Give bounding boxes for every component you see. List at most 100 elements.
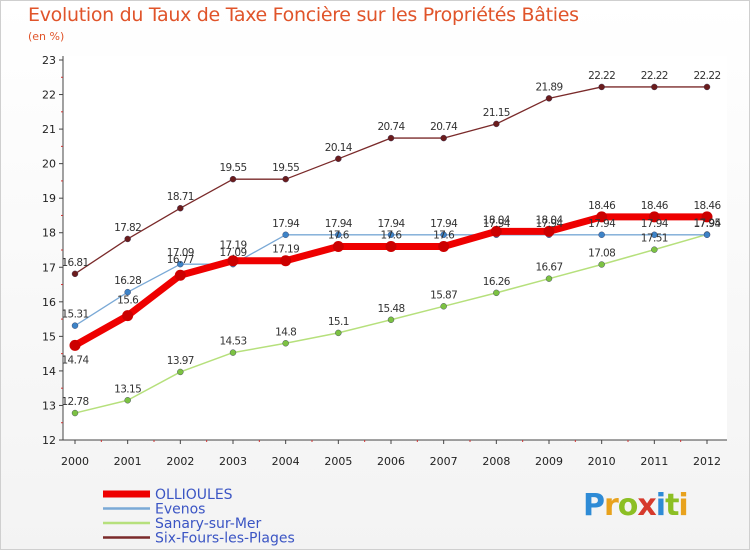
data-point [177, 368, 184, 376]
data-label: 20.74 [377, 121, 405, 133]
data-point [490, 225, 502, 237]
data-label: 16.67 [535, 262, 562, 274]
logo-letter: x [637, 488, 656, 523]
data-label: 15.1 [328, 316, 349, 328]
data-label: 17.94 [483, 218, 511, 230]
x-tick-label: 2009 [535, 455, 563, 468]
data-point [71, 270, 79, 278]
unit-label: (en %) [28, 30, 65, 43]
data-point [280, 255, 292, 267]
data-label: 17.94 [430, 218, 458, 230]
y-tick-label: 23 [42, 54, 56, 67]
y-tick-label: 21 [42, 123, 56, 136]
data-point [703, 83, 711, 91]
data-point [545, 275, 553, 282]
data-label: 17.94 [377, 218, 405, 230]
x-tick-label: 2007 [430, 455, 458, 468]
data-label: 17.94 [535, 218, 563, 230]
data-label: 17.09 [219, 247, 246, 259]
data-point [440, 303, 447, 310]
data-label: 14.53 [219, 336, 246, 348]
data-point [177, 204, 184, 212]
data-point [648, 211, 660, 223]
y-tick-label: 15 [42, 330, 56, 343]
data-label: 16.81 [61, 257, 88, 269]
y-tick-label: 14 [42, 365, 56, 378]
data-point [598, 261, 605, 268]
data-point [335, 231, 342, 239]
data-label: 14.8 [275, 326, 296, 338]
data-point [543, 225, 555, 237]
x-tick-label: 2003 [219, 455, 247, 468]
data-label: 17.6 [328, 230, 350, 242]
data-point [598, 231, 605, 239]
data-label: 17.82 [114, 222, 141, 234]
data-label: 20.74 [430, 121, 458, 133]
y-tick-label: 16 [42, 296, 56, 309]
proxiti-logo: Proxiti [583, 488, 689, 523]
data-label: 18.71 [167, 191, 194, 203]
data-label: 17.94 [641, 218, 669, 230]
x-tick-label: 2002 [166, 455, 194, 468]
data-point [440, 231, 447, 239]
data-point [332, 241, 344, 253]
data-label: 18.04 [483, 214, 511, 226]
legend-entry: Six-Fours-les-Plages [155, 531, 295, 547]
data-point [387, 316, 395, 323]
data-point [703, 231, 711, 239]
data-label: 19.55 [272, 162, 299, 174]
data-point [651, 231, 658, 239]
x-tick-label: 2010 [588, 455, 616, 468]
data-point [174, 269, 186, 281]
data-label: 18.04 [535, 214, 563, 226]
data-point [124, 397, 131, 404]
data-point [651, 83, 658, 91]
data-point [387, 134, 395, 142]
legend-entry: OLLIOULES [155, 487, 233, 503]
x-tick-label: 2000 [61, 455, 89, 468]
data-label: 14.74 [61, 354, 89, 366]
data-label: 22.22 [588, 70, 615, 82]
data-point [71, 322, 79, 329]
x-tick-label: 2008 [482, 455, 510, 468]
data-point [387, 231, 395, 239]
legend-entry: Sanary-sur-Mer [155, 516, 262, 532]
chart-title: Evolution du Taux de Taxe Foncière sur l… [28, 4, 579, 26]
data-point [335, 329, 342, 337]
data-label: 17.19 [272, 244, 299, 256]
data-label: 17.94 [588, 218, 616, 230]
data-label: 16.26 [483, 276, 511, 288]
data-label: 18.46 [693, 200, 721, 212]
data-label: 19.55 [219, 162, 246, 174]
data-label: 15.48 [377, 303, 404, 315]
data-point [177, 260, 184, 268]
data-point [282, 231, 289, 239]
data-label: 17.94 [272, 218, 300, 230]
logo-letter: i [678, 488, 688, 523]
data-point [493, 289, 500, 297]
x-tick-label: 2012 [693, 455, 721, 468]
data-label: 13.97 [167, 355, 194, 367]
data-point [229, 349, 237, 356]
logo-letter: i [655, 488, 666, 523]
data-point [598, 83, 605, 91]
data-point [69, 339, 81, 351]
data-point [701, 211, 713, 223]
data-label: 17.51 [641, 233, 668, 245]
x-tick-label: 2004 [272, 455, 300, 468]
data-label: 22.22 [641, 70, 668, 82]
y-tick-label: 19 [42, 192, 56, 205]
y-tick-label: 22 [42, 89, 56, 102]
data-point [282, 175, 289, 183]
data-label: 20.14 [325, 142, 353, 154]
data-point [227, 255, 239, 267]
data-point [124, 235, 131, 243]
legend-entry: Evenos [155, 502, 205, 518]
data-label: 12.78 [61, 396, 88, 408]
data-label: 17.08 [588, 248, 615, 260]
logo-letter: r [604, 488, 619, 523]
x-tick-label: 2006 [377, 455, 405, 468]
data-label: 18.46 [588, 200, 616, 212]
data-point [122, 310, 134, 322]
